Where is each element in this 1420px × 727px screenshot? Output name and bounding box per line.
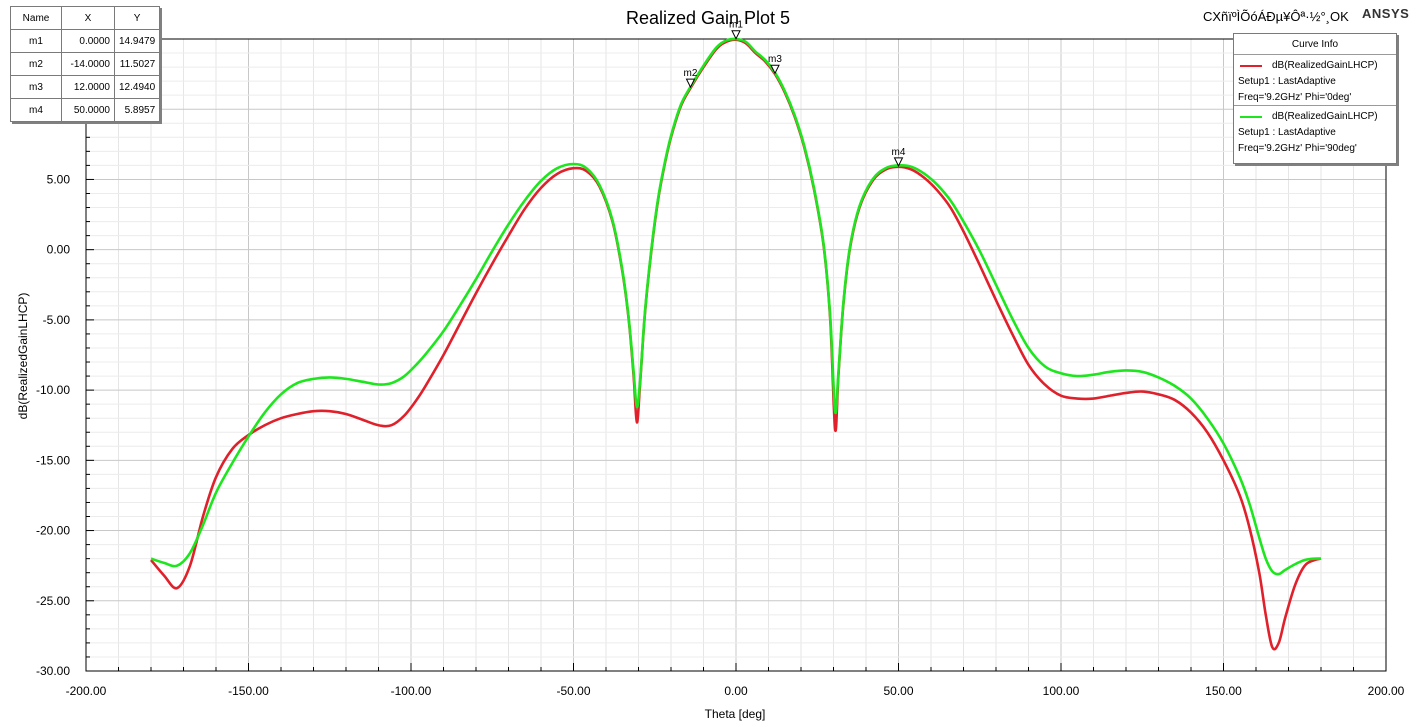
y-tick-label: -25.00 <box>36 594 70 608</box>
x-tick-label: -200.00 <box>66 684 107 698</box>
table-row: m3 12.0000 12.4940 <box>10 75 161 99</box>
marker-m3-label: m3 <box>768 54 782 65</box>
x-tick-label: -50.00 <box>556 684 590 698</box>
marker-m1-triangle <box>731 30 741 40</box>
marker-x: 0.0000 <box>61 29 115 53</box>
grid <box>85 38 1387 672</box>
marker-m1-label: m1 <box>729 20 743 31</box>
marker-m2-label: m2 <box>684 68 698 79</box>
x-tick-label: -150.00 <box>228 684 269 698</box>
marker-table-header: Name X Y <box>10 6 161 30</box>
x-tick-label: 100.00 <box>1043 684 1080 698</box>
curve-info-title: Curve Info <box>1234 34 1396 55</box>
marker-m4-label: m4 <box>892 147 906 158</box>
marker-layer: m1 m2 m3 m4 <box>684 20 906 167</box>
marker-x: 12.0000 <box>61 75 115 99</box>
y-tick-label: -5.00 <box>43 313 71 327</box>
x-tick-label: 50.00 <box>883 684 913 698</box>
y-tick-label: -10.00 <box>36 383 70 397</box>
marker-y: 12.4940 <box>113 75 161 99</box>
header-name: Name <box>10 6 62 30</box>
y-tick-label: -30.00 <box>36 664 70 678</box>
table-row: m1 0.0000 14.9479 <box>10 29 161 53</box>
x-tick-label: 150.00 <box>1205 684 1242 698</box>
y-tick-label: -20.00 <box>36 524 70 538</box>
marker-m3-triangle <box>770 64 780 75</box>
table-row: m4 50.0000 5.8957 <box>10 98 161 122</box>
marker-m4-triangle <box>893 157 904 167</box>
chart-title: Realized Gain Plot 5 <box>626 8 790 28</box>
legend-swatch-green <box>1240 115 1262 118</box>
marker-name: m3 <box>10 75 62 99</box>
y-tick-label: 0.00 <box>47 243 71 257</box>
marker-y: 11.5027 <box>113 52 161 76</box>
legend-label: dB(RealizedGainLHCP) <box>1272 111 1378 122</box>
x-tick-label: -100.00 <box>391 684 432 698</box>
tick-labels: -200.00 -150.00 -100.00 -50.00 0.00 50.00 100.… <box>36 172 1405 698</box>
legend-swatch-red <box>1240 64 1262 67</box>
header-y: Y <box>113 6 161 30</box>
marker-y: 14.9479 <box>113 29 161 53</box>
marker-y: 5.8957 <box>113 98 161 122</box>
x-tick-label: 200.00 <box>1368 684 1405 698</box>
legend-label: dB(RealizedGainLHCP) <box>1272 60 1378 71</box>
legend-setup: Setup1 : LastAdaptive <box>1238 127 1336 138</box>
header-x: X <box>61 6 115 30</box>
marker-name: m2 <box>10 52 62 76</box>
axis-ticks <box>85 38 1387 672</box>
watermark-text: CXñïºÌÕóÁÐµ¥Ôª·½°¸OK <box>1203 9 1349 24</box>
marker-table: Name X Y m1 0.0000 14.9479 m2 -14.0000 1… <box>10 6 161 122</box>
marker-name: m4 <box>10 98 62 122</box>
y-tick-label: -15.00 <box>36 453 70 467</box>
table-row: m2 -14.0000 11.5027 <box>10 52 161 76</box>
y-tick-label: 5.00 <box>47 172 71 186</box>
ansys-logo: ANSYS <box>1362 6 1410 21</box>
marker-x: 50.0000 <box>61 98 115 122</box>
y-axis-label: dB(RealizedGainLHCP) <box>16 293 30 420</box>
x-axis-label: Theta [deg] <box>705 707 766 721</box>
marker-x: -14.0000 <box>61 52 115 76</box>
legend-entry-phi-90: dB(RealizedGainLHCP) Setup1 : LastAdapti… <box>1234 106 1396 157</box>
legend-params: Freq='9.2GHz' Phi='90deg' <box>1238 143 1357 154</box>
x-tick-label: 0.00 <box>724 684 748 698</box>
legend-setup: Setup1 : LastAdaptive <box>1238 76 1336 87</box>
series-layer <box>150 37 1322 651</box>
curve-info-legend: Curve Info dB(RealizedGainLHCP) Setup1 :… <box>1233 33 1397 164</box>
marker-name: m1 <box>10 29 62 53</box>
legend-entry-phi-0: dB(RealizedGainLHCP) Setup1 : LastAdapti… <box>1234 55 1396 106</box>
legend-params: Freq='9.2GHz' Phi='0deg' <box>1238 92 1352 103</box>
series-line-phi-90 <box>150 37 1322 576</box>
marker-m2-triangle <box>685 78 696 89</box>
